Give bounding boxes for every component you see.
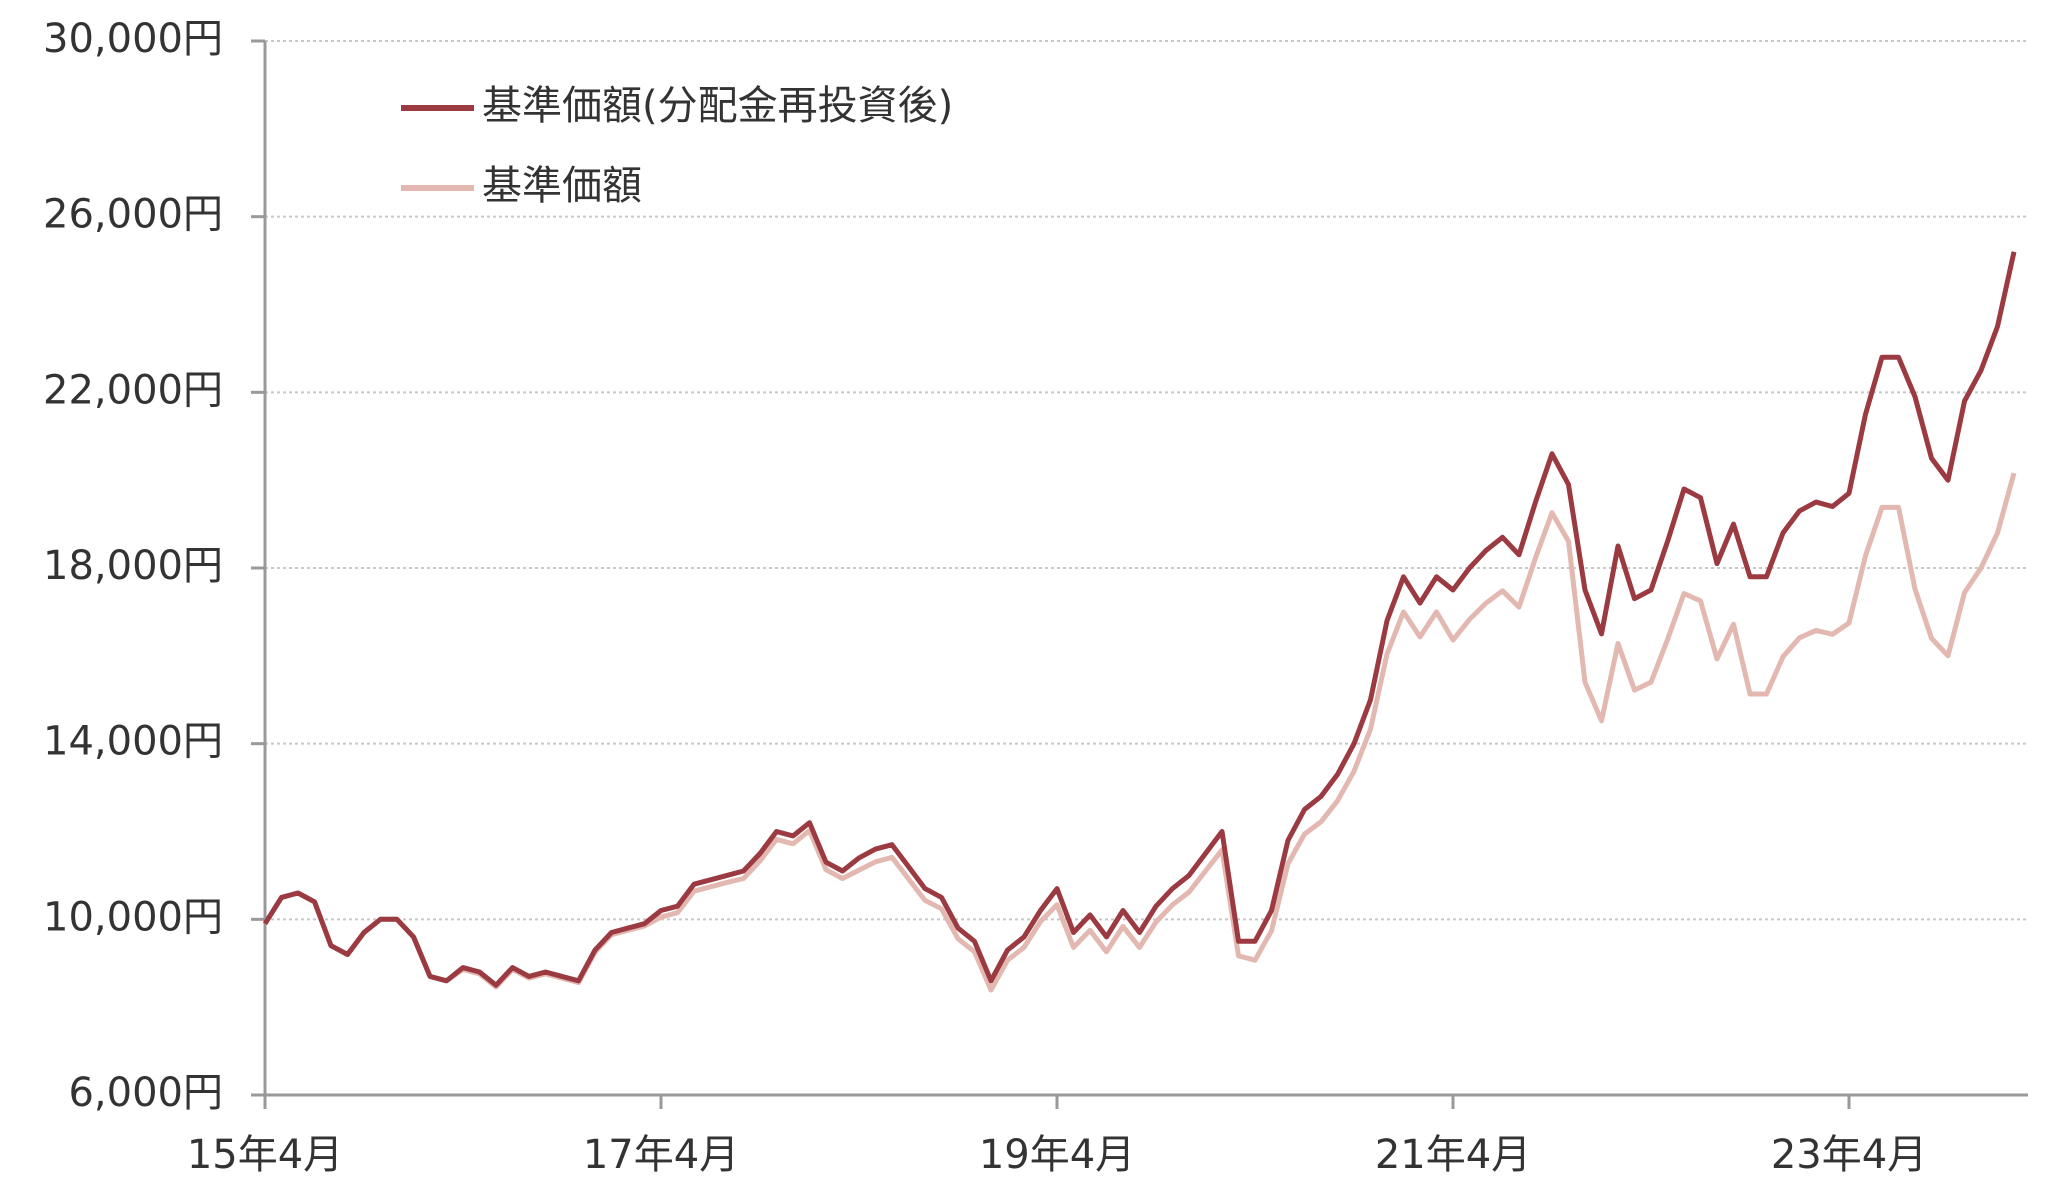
y-tick-label: 22,000円 (43, 367, 223, 413)
y-tick-label: 26,000円 (43, 192, 223, 238)
x-tick-label: 17年4月 (583, 1132, 739, 1178)
x-tick-label: 21年4月 (1375, 1132, 1531, 1178)
y-tick-label: 14,000円 (43, 719, 223, 765)
series-line (262, 251, 2017, 988)
y-tick-label: 18,000円 (43, 543, 223, 589)
y-tick-label: 6,000円 (68, 1070, 223, 1116)
y-tick-label: 30,000円 (43, 16, 223, 62)
x-tick-label: 23年4月 (1771, 1132, 1927, 1178)
series-line (262, 472, 2017, 993)
legend-label: 基準価額(分配金再投資後) (482, 83, 953, 129)
legend-label: 基準価額 (482, 163, 642, 209)
x-tick-label: 15年4月 (187, 1132, 343, 1178)
x-tick-label: 19年4月 (979, 1132, 1135, 1178)
y-tick-label: 10,000円 (43, 894, 223, 940)
